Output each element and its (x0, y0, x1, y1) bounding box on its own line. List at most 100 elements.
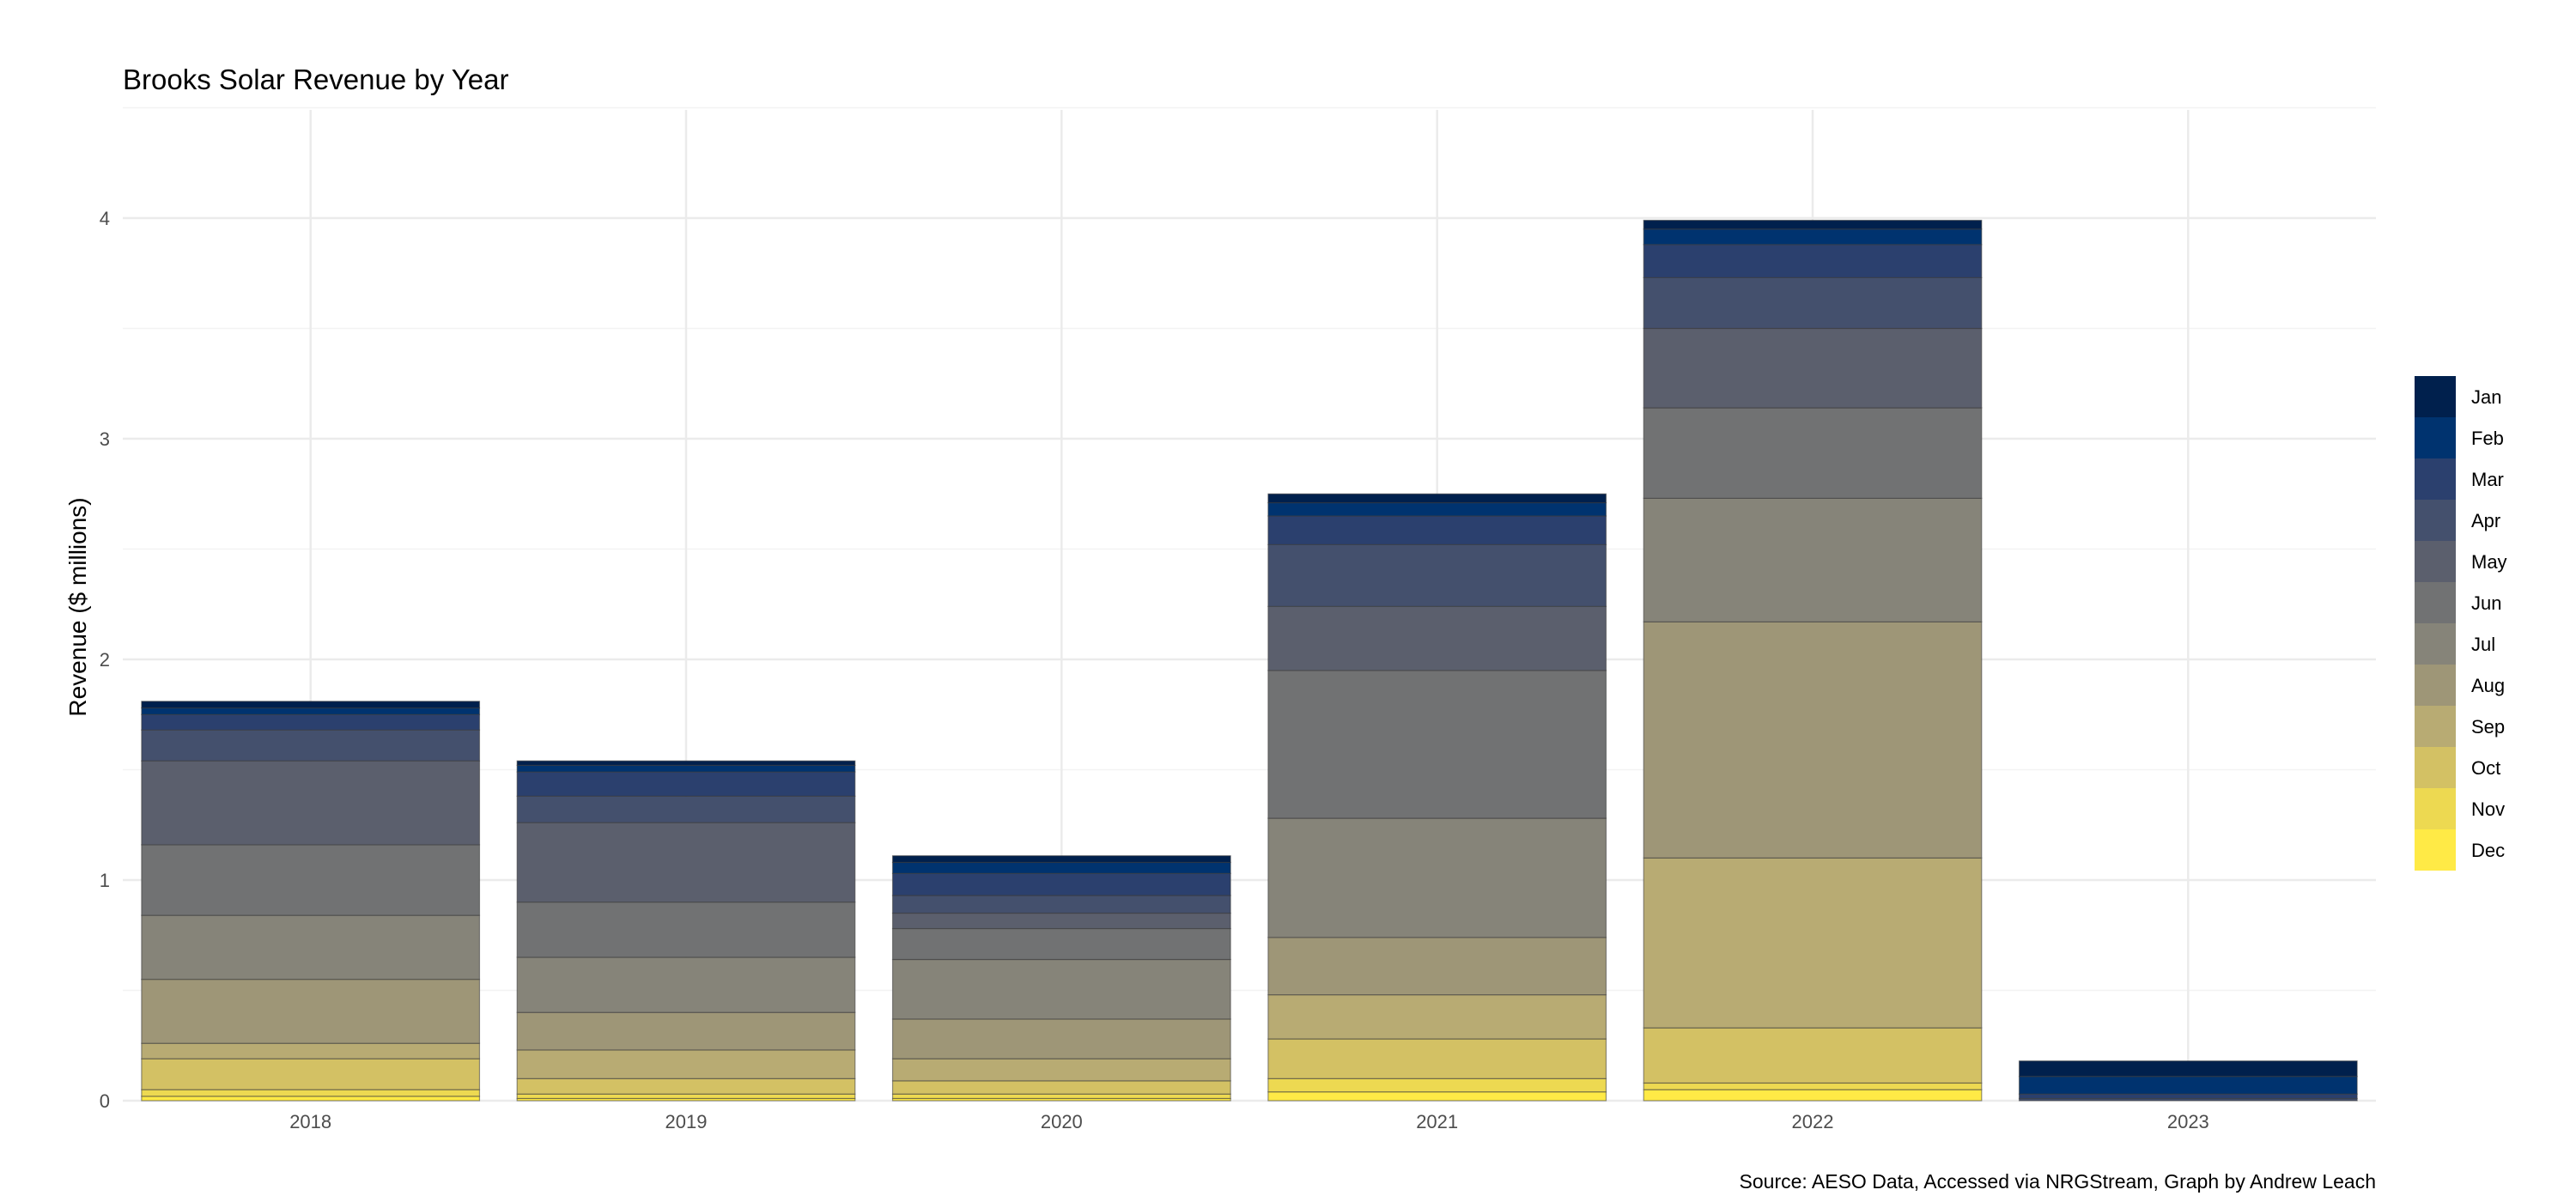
bar-segment-2018-feb (141, 707, 481, 715)
bar-segment-2021-jul (1267, 817, 1607, 938)
bar-segment-2021-oct (1267, 1038, 1607, 1079)
bar-segment-2022-apr (1643, 276, 1983, 330)
bar-segment-2018-may (141, 760, 481, 846)
legend-label-jul: Jul (2471, 634, 2495, 655)
y-axis-ticks: 0 1 2 3 4 (100, 208, 110, 1112)
bar-segment-2018-oct (141, 1058, 481, 1090)
bar-segment-2020-sep (891, 1058, 1231, 1082)
bar-segment-2018-nov (141, 1089, 481, 1097)
legend-label-jun: Jun (2471, 592, 2501, 614)
legend-label-dec: Dec (2471, 840, 2505, 861)
bar-segment-2021-apr (1267, 543, 1607, 607)
bar-segment-2020-jul (891, 958, 1231, 1020)
bar-segment-2018-jul (141, 914, 481, 980)
bar-segment-2020-apr (891, 895, 1231, 914)
bars (141, 219, 2358, 1102)
x-tick-label: 2023 (2167, 1111, 2209, 1132)
bar-segment-2022-may (1643, 327, 1983, 409)
y-tick-label: 0 (100, 1090, 110, 1112)
bar-segment-2022-jun (1643, 407, 1983, 499)
y-axis-label: Revenue ($ millions) (64, 497, 91, 716)
bar-segment-2020-nov (891, 1093, 1231, 1100)
bar-segment-2022-sep (1643, 857, 1983, 1029)
chart-title: Brooks Solar Revenue by Year (123, 64, 508, 95)
legend-key-aug (2415, 665, 2456, 706)
legend-key-may (2415, 541, 2456, 582)
bar-segment-2021-sep (1267, 994, 1607, 1040)
x-tick-label: 2021 (1416, 1111, 1458, 1132)
bar-segment-2021-feb (1267, 501, 1607, 517)
bar-segment-2021-dec (1267, 1091, 1607, 1102)
x-tick-label: 2022 (1792, 1111, 1834, 1132)
x-tick-label: 2018 (289, 1111, 331, 1132)
legend-key-nov (2415, 788, 2456, 829)
bar-segment-2019-sep (516, 1049, 856, 1079)
y-tick-label: 2 (100, 649, 110, 671)
bar-segment-2020-feb (891, 861, 1231, 874)
bar-segment-2018-dec (141, 1096, 481, 1102)
bar-segment-2019-mar (516, 771, 856, 797)
bar-segment-2022-nov (1643, 1082, 1983, 1090)
legend-key-dec (2415, 829, 2456, 871)
bar-segment-2021-nov (1267, 1078, 1607, 1093)
bar-segment-2023-mar (2018, 1093, 2358, 1100)
bar-segment-2021-may (1267, 605, 1607, 671)
legend-label-mar: Mar (2471, 469, 2504, 490)
bar-segment-2022-feb (1643, 228, 1983, 246)
bar-segment-2019-apr (516, 795, 856, 823)
bar-segment-2022-jan (1643, 219, 1983, 230)
bar-segment-2022-mar (1643, 244, 1983, 278)
bar-segment-2022-aug (1643, 621, 1983, 859)
bar-segment-2019-jul (516, 956, 856, 1013)
y-tick-label: 4 (100, 208, 110, 229)
bar-segment-2019-jan (516, 760, 856, 766)
x-tick-label: 2019 (665, 1111, 708, 1132)
bar-segment-2019-jun (516, 902, 856, 958)
bar-segment-2021-jun (1267, 670, 1607, 819)
bar-segment-2019-may (516, 822, 856, 903)
bar-segment-2021-mar (1267, 515, 1607, 545)
bar-segment-2018-mar (141, 713, 481, 731)
legend-label-jan: Jan (2471, 386, 2501, 408)
bar-segment-2019-nov (516, 1093, 856, 1100)
legend-key-apr (2415, 500, 2456, 541)
legend-label-aug: Aug (2471, 675, 2505, 696)
bar-segment-2022-dec (1643, 1089, 1983, 1102)
bar-segment-2018-jan (141, 701, 481, 709)
legend-key-jun (2415, 582, 2456, 623)
x-axis-ticks: 2018 2019 2020 2021 2022 2023 (289, 1111, 2209, 1132)
bar-segment-2021-jan (1267, 493, 1607, 504)
bar-segment-2020-oct (891, 1080, 1231, 1095)
legend-label-may: May (2471, 551, 2507, 573)
bar-segment-2021-aug (1267, 937, 1607, 996)
bar-segment-2023-jan (2018, 1060, 2358, 1078)
bar-segment-2020-jan (891, 855, 1231, 864)
bar-segment-2018-aug (141, 979, 481, 1044)
bar-segment-2022-oct (1643, 1027, 1983, 1084)
chart-caption: Source: AESO Data, Accessed via NRGStrea… (1740, 1170, 2376, 1193)
bar-segment-2019-aug (516, 1011, 856, 1051)
bar-segment-2020-jun (891, 927, 1231, 961)
y-tick-label: 1 (100, 870, 110, 891)
legend-key-jul (2415, 623, 2456, 665)
bar-segment-2020-mar (891, 872, 1231, 896)
legend-key-jan (2415, 376, 2456, 417)
bar-segment-2018-jun (141, 844, 481, 916)
x-tick-label: 2020 (1041, 1111, 1083, 1132)
legend-label-nov: Nov (2471, 798, 2505, 820)
legend-label-feb: Feb (2471, 428, 2504, 449)
legend-label-sep: Sep (2471, 716, 2505, 738)
bar-segment-2018-apr (141, 729, 481, 762)
bar-segment-2023-feb (2018, 1076, 2358, 1095)
bar-segment-2019-oct (516, 1078, 856, 1095)
bar-segment-2022-jul (1643, 497, 1983, 622)
legend: Jan Feb Mar Apr May Jun Jul Aug Sep Oct Nov Dec (2415, 376, 2507, 871)
legend-key-mar (2415, 458, 2456, 500)
bar-segment-2020-may (891, 912, 1231, 930)
legend-key-oct (2415, 747, 2456, 788)
bar-segment-2020-aug (891, 1018, 1231, 1059)
legend-key-feb (2415, 417, 2456, 458)
bar-segment-2018-sep (141, 1042, 481, 1059)
legend-label-oct: Oct (2471, 757, 2500, 779)
